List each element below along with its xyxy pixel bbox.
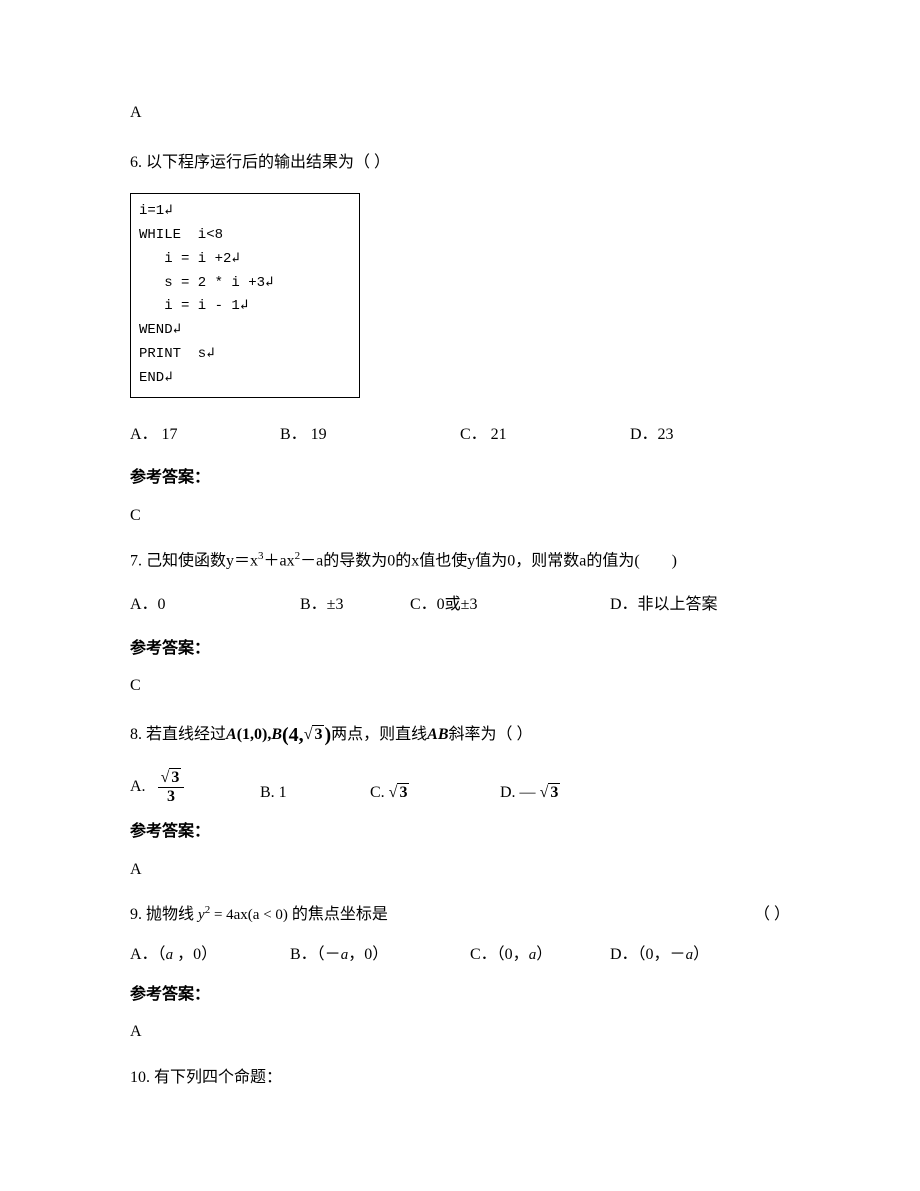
q6-answer: C — [130, 503, 790, 529]
q6-opt-d: D．23 — [630, 422, 674, 448]
q8-opt-d-rad: 3 — [548, 783, 560, 801]
q5-answer: A — [130, 100, 790, 126]
q6-opt-b: B． 19 — [280, 422, 460, 448]
q6-code-box: i=1↲ WHILE i<8 i = i +2↲ s = 2 * i +3↲ i… — [130, 193, 360, 397]
q8-suffix: 两点，则直线 — [331, 722, 427, 748]
q9-b-pre: B．（－ — [290, 946, 341, 963]
q9-d-pre: D．（0，－ — [610, 946, 686, 963]
q8-point-a: A — [226, 722, 237, 748]
q8-options: A. √3 3 B. 1 C. √3 D. — √3 — [130, 769, 790, 805]
q6-options: A． 17 B． 19 C． 21 D．23 — [130, 422, 790, 448]
q6-opt-a: A． 17 — [130, 422, 280, 448]
q8-opt-c-label: C. — [370, 784, 385, 801]
q7-options: A．0 B．±3 C．0或±3 D．非以上答案 — [130, 592, 790, 618]
q8-opt-a-label: A. — [130, 778, 146, 795]
q9-y: y — [198, 907, 205, 923]
q7-text: 7. 己知使函数y＝x3＋ax2－a的导数为0的x值也使y值为0，则常数a的值为… — [130, 548, 790, 574]
q8-point-a-coord: (1,0) — [237, 722, 268, 748]
q7-mid2: －a的导数为0的x值也使y值为0，则常数a的值为( ) — [300, 553, 677, 570]
q8-opt-d: D. — √3 — [500, 780, 560, 806]
q9-opt-a: A．（a ，0） — [130, 942, 290, 968]
q8-frac-num-rad: 3 — [169, 768, 181, 786]
q9-blank: （ ） — [754, 902, 790, 928]
q9-a-var1: a — [166, 947, 174, 963]
q8-opt-c-sqrt: √3 — [389, 783, 410, 801]
q6-code: i=1↲ WHILE i<8 i = i +2↲ s = 2 * i +3↲ i… — [139, 200, 351, 390]
q8-frac-den: 3 — [158, 788, 185, 806]
q9-d-post: ） — [693, 946, 709, 963]
q8-opt-c-rad: 3 — [397, 783, 409, 801]
q10-text: 10. 有下列四个命题： — [130, 1065, 790, 1091]
q8-opt-d-sqrt: √3 — [540, 783, 561, 801]
q8-suffix2: 斜率为（ ） — [449, 722, 533, 748]
q7-opt-b: B．±3 — [300, 592, 410, 618]
q8-point-b: B — [271, 722, 282, 748]
q9-answer-label: 参考答案： — [130, 982, 790, 1008]
q9-opt-c: C．（0，a） — [470, 942, 610, 968]
q7-answer-label: 参考答案： — [130, 636, 790, 662]
q8-frac-num: √3 — [158, 769, 185, 788]
q8-text: 8. 若直线经过 A (1,0) , B (4, √3 ) 两点，则直线 AB … — [130, 719, 790, 751]
q6-answer-label: 参考答案： — [130, 465, 790, 491]
q7-prefix: 7. 己知使函数y＝x — [130, 553, 258, 570]
q8-rparen: ) — [324, 719, 331, 751]
q8-sqrt3-in-b: √3 — [304, 722, 325, 748]
q9-prefix: 9. 抛物线 — [130, 906, 198, 923]
q8-opt-c: C. √3 — [370, 780, 500, 806]
q8-sqrt3-rad: 3 — [312, 725, 324, 743]
q8-opt-b: B. 1 — [260, 780, 370, 806]
q8-answer: A — [130, 857, 790, 883]
q8-opt-d-label: D. — — [500, 784, 536, 801]
q9-a-post: ，0） — [173, 946, 217, 963]
q8-frac: √3 3 — [158, 769, 185, 805]
q8-opt-a: A. √3 3 — [130, 769, 260, 805]
q9-rest: = 4ax(a < 0) — [210, 907, 288, 923]
q9-left: 9. 抛物线 y2 = 4ax(a < 0) 的焦点坐标是 — [130, 902, 388, 928]
q7-opt-a: A．0 — [130, 592, 300, 618]
q9-text: 9. 抛物线 y2 = 4ax(a < 0) 的焦点坐标是 （ ） — [130, 902, 790, 928]
q9-b-post: ，0） — [348, 946, 388, 963]
q8-ab: AB — [427, 722, 448, 748]
q6-opt-c: C． 21 — [460, 422, 630, 448]
q7-mid1: ＋ax — [264, 553, 295, 570]
q9-opt-b: B．（－a，0） — [290, 942, 470, 968]
q7-answer: C — [130, 673, 790, 699]
q8-prefix: 8. 若直线经过 — [130, 722, 226, 748]
q9-suffix: 的焦点坐标是 — [292, 906, 388, 923]
q6-text: 6. 以下程序运行后的输出结果为（ ） — [130, 150, 790, 176]
q7-opt-c: C．0或±3 — [410, 592, 610, 618]
q9-a-var4: a — [686, 947, 694, 963]
q7-opt-d: D．非以上答案 — [610, 592, 718, 618]
q9-answer: A — [130, 1019, 790, 1045]
q9-c-pre: C．（0， — [470, 946, 529, 963]
q8-answer-label: 参考答案： — [130, 819, 790, 845]
q9-c-post: ） — [536, 946, 552, 963]
q9-opt-d: D．（0，－a） — [610, 942, 709, 968]
q8-lparen: (4, — [282, 719, 304, 751]
q9-options: A．（a ，0） B．（－a，0） C．（0，a） D．（0，－a） — [130, 942, 790, 968]
q9-a-pre: A．（ — [130, 946, 166, 963]
q9-expr: y2 = 4ax(a < 0) — [198, 907, 288, 923]
